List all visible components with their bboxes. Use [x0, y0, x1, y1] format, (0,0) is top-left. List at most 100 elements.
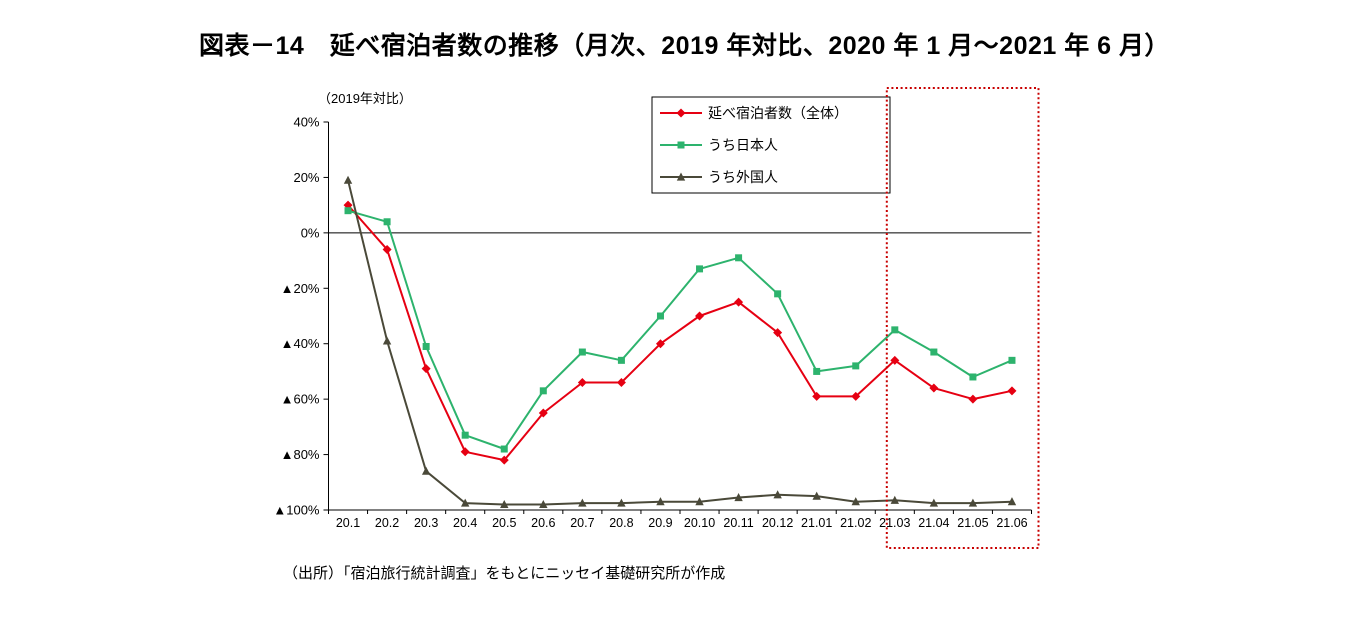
y-tick-label: ▲20% [281, 281, 320, 296]
square-marker-icon [422, 342, 430, 350]
triangle-marker-icon [812, 491, 821, 500]
triangle-marker-icon [500, 499, 509, 509]
square-marker-icon [969, 373, 977, 381]
axes [323, 121, 1032, 514]
diamond-marker-icon [676, 108, 686, 118]
diamond-marker-icon [421, 364, 431, 374]
triangle-marker-icon [851, 497, 860, 506]
square-marker-icon [617, 356, 625, 364]
source-note: （出所）「宿泊旅行統計調査」をもとにニッセイ基礎研究所が作成 [283, 565, 726, 582]
square-marker-icon [539, 387, 547, 395]
triangle-marker-icon [968, 498, 978, 507]
series-3 [343, 175, 1017, 509]
diamond-marker-icon [890, 355, 900, 365]
diamond-marker-icon [695, 311, 705, 321]
x-tick-label: 20.1 [336, 516, 360, 530]
series-line [347, 209, 1013, 450]
triangle-marker-icon [890, 495, 900, 504]
y-tick-label: 0% [301, 225, 320, 240]
x-tick-label: 21.06 [996, 516, 1027, 530]
x-tick-label: 20.5 [492, 516, 516, 530]
diamond-marker-icon [851, 391, 861, 401]
triangle-marker-icon [539, 499, 548, 509]
figure-title: 図表－14 延べ宿泊者数の推移（月次、2019 年対比、2020 年 1 月～2… [198, 32, 1171, 60]
x-tick-label: 20.4 [453, 516, 477, 530]
x-tick-label: 20.8 [609, 516, 633, 530]
square-marker-icon [383, 218, 391, 226]
y-axis-labels: 40% 20% 0% ▲20% ▲40% ▲60% ▲80% ▲100% [273, 115, 320, 518]
triangle-marker-icon [460, 498, 470, 507]
triangle-marker-icon [421, 466, 431, 475]
square-marker-icon [500, 445, 508, 453]
square-marker-icon [578, 348, 586, 356]
triangle-marker-icon [656, 497, 665, 506]
x-tick-label: 20.7 [570, 516, 594, 530]
square-marker-icon [852, 362, 860, 370]
diamond-marker-icon [655, 339, 665, 349]
legend-label: うち外国人 [708, 169, 778, 185]
triangle-marker-icon [343, 175, 353, 184]
axis-unit-note: （2019年対比） [318, 91, 412, 106]
series-line [347, 204, 1013, 462]
triangle-marker-icon [734, 493, 743, 502]
series-2 [344, 207, 1016, 453]
x-tick-label: 20.2 [375, 516, 399, 530]
square-marker-icon [774, 290, 782, 298]
y-tick-label: ▲40% [281, 336, 320, 351]
y-tick-label: 20% [293, 170, 319, 185]
diamond-marker-icon [499, 455, 509, 465]
square-marker-icon [930, 348, 938, 356]
diamond-marker-icon [616, 378, 626, 388]
x-tick-label: 20.6 [531, 516, 555, 530]
square-marker-icon [677, 141, 685, 149]
diamond-marker-icon [538, 408, 548, 418]
triangle-marker-icon [676, 172, 686, 181]
x-tick-label: 20.3 [414, 516, 438, 530]
y-tick-label: ▲100% [273, 503, 320, 518]
square-marker-icon [735, 254, 743, 262]
triangle-marker-icon [695, 497, 704, 506]
diamond-marker-icon [382, 244, 392, 254]
triangle-marker-icon [929, 498, 939, 507]
diamond-marker-icon [577, 378, 587, 388]
x-tick-label: 21.02 [840, 516, 871, 530]
x-axis-labels: 20.1 20.2 20.3 20.4 20.5 20.6 20.7 20.8 20.9 20.1… [336, 516, 1028, 530]
y-tick-label: ▲80% [281, 447, 320, 462]
x-tick-label: 20.11 [723, 516, 753, 530]
triangle-marker-icon [578, 498, 587, 507]
triangle-marker-icon [617, 498, 626, 507]
square-marker-icon [344, 207, 352, 215]
triangle-marker-icon [382, 336, 392, 345]
square-marker-icon [461, 431, 469, 439]
series-line [347, 179, 1013, 506]
y-tick-label: ▲60% [281, 392, 320, 407]
square-marker-icon [696, 265, 704, 273]
square-marker-icon [1008, 356, 1016, 364]
triangle-marker-icon [1007, 497, 1017, 506]
triangle-marker-icon [773, 490, 782, 499]
x-tick-label: 21.04 [918, 516, 949, 530]
y-tick-label: 40% [293, 115, 319, 130]
legend-label: うち日本人 [708, 137, 778, 153]
highlight-box [885, 87, 1040, 549]
square-marker-icon [813, 367, 821, 375]
square-marker-icon [891, 326, 899, 334]
x-tick-label: 20.9 [648, 516, 672, 530]
diamond-marker-icon [734, 297, 744, 307]
diamond-marker-icon [773, 328, 783, 338]
legend-label: 延べ宿泊者数（全体） [708, 105, 848, 121]
x-tick-label: 20.12 [762, 516, 793, 530]
diamond-marker-icon [929, 383, 939, 393]
diamond-marker-icon [812, 391, 822, 401]
diamond-marker-icon [460, 447, 470, 457]
x-tick-label: 21.01 [801, 516, 832, 530]
x-tick-label: 21.03 [879, 516, 910, 530]
square-marker-icon [656, 312, 664, 320]
diamond-marker-icon [1007, 386, 1017, 396]
x-tick-label: 20.10 [684, 516, 715, 530]
diamond-marker-icon [968, 394, 978, 404]
x-tick-label: 21.05 [957, 516, 988, 530]
series-1 [343, 200, 1017, 465]
